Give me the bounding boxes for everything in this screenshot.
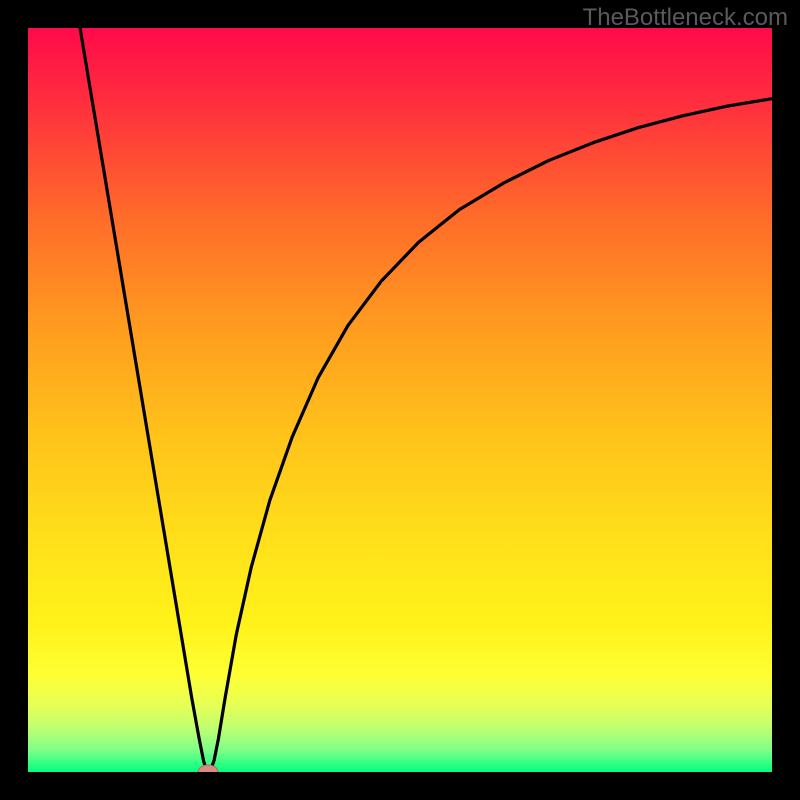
chart-container: TheBottleneck.com xyxy=(0,0,800,800)
optimum-marker xyxy=(28,28,772,772)
plot-area xyxy=(28,28,772,772)
watermark-text: TheBottleneck.com xyxy=(583,4,788,32)
